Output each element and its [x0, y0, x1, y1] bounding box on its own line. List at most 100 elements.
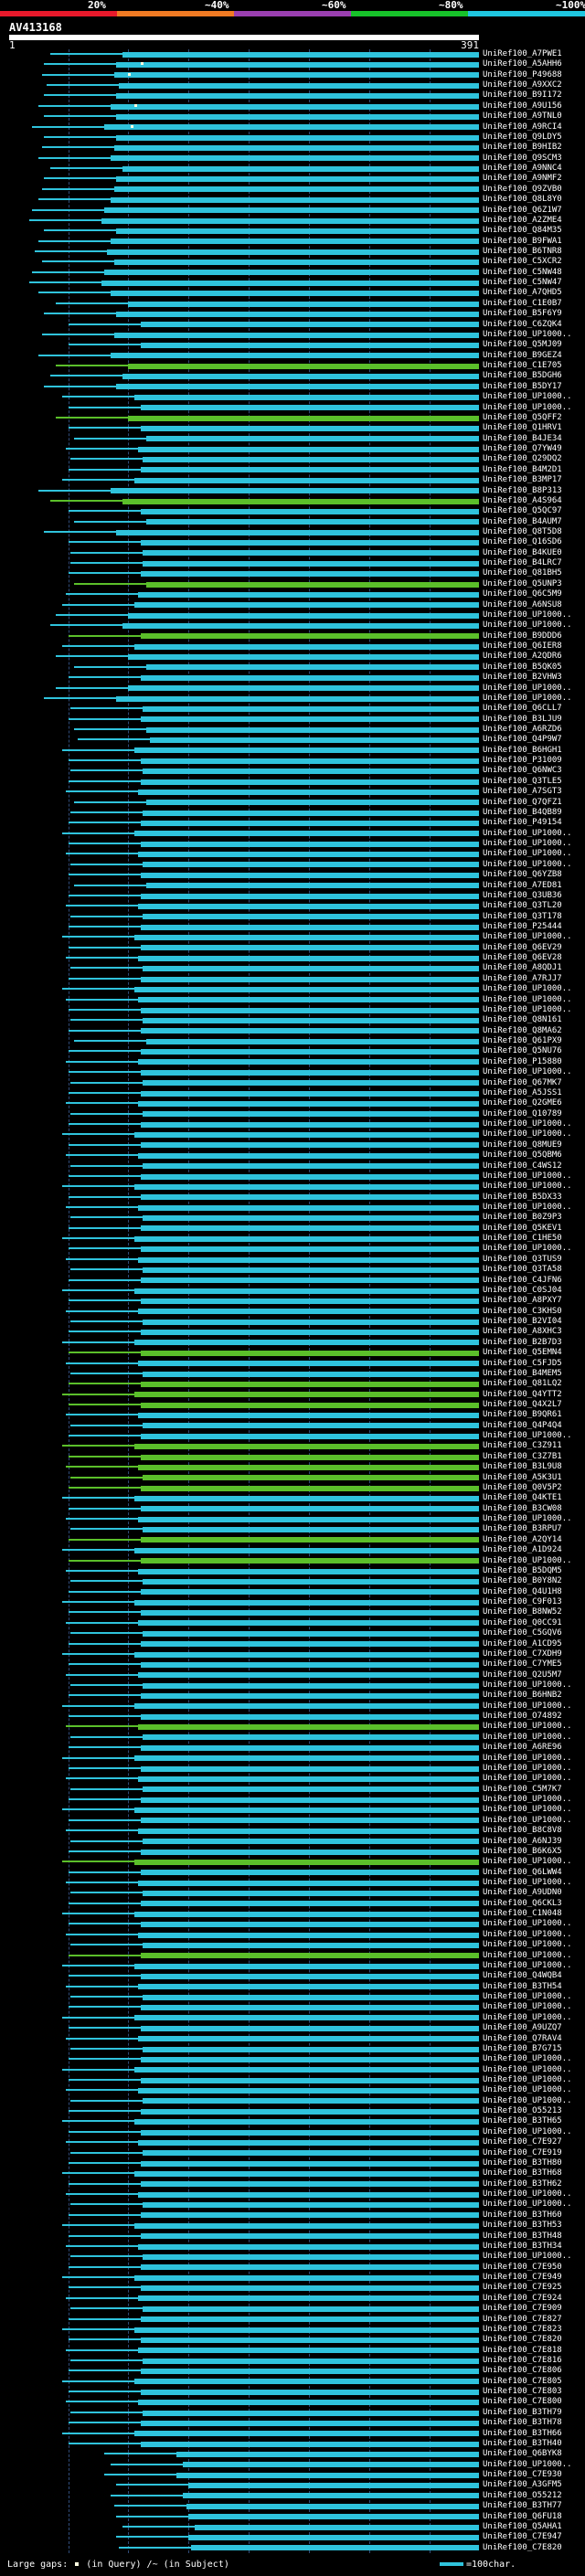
hit-row[interactable]: UniRef100_Q5QFF2	[0, 413, 585, 423]
hit-row[interactable]: UniRef100_B2VI04	[0, 1317, 585, 1327]
hit-label[interactable]: UniRef100_Q3TA58	[483, 1265, 562, 1275]
hit-label[interactable]: UniRef100_UP1000..	[483, 1763, 572, 1773]
hit-alignment-bar[interactable]	[140, 571, 479, 578]
hit-label[interactable]: UniRef100_P49154	[483, 818, 562, 828]
hit-label[interactable]: UniRef100_A9UDN0	[483, 1888, 562, 1898]
hit-row[interactable]: UniRef100_UP1000..	[0, 1722, 585, 1732]
hit-row[interactable]: UniRef100_UP1000..	[0, 684, 585, 694]
hit-label[interactable]: UniRef100_B2B7D3	[483, 1337, 562, 1347]
hit-row[interactable]: UniRef100_C7XDH9	[0, 1649, 585, 1659]
hit-row[interactable]: UniRef100_Q2GME6	[0, 1098, 585, 1108]
hit-label[interactable]: UniRef100_Q3UB36	[483, 890, 562, 900]
hit-label[interactable]: UniRef100_A5AHH6	[483, 59, 562, 69]
hit-row[interactable]: UniRef100_A6NJ39	[0, 1837, 585, 1847]
hit-alignment-bar[interactable]	[140, 2025, 479, 2031]
hit-row[interactable]: UniRef100_C3Z911	[0, 1441, 585, 1451]
hit-row[interactable]: UniRef100_Q6EV28	[0, 953, 585, 963]
hit-row[interactable]: UniRef100_B3TH78	[0, 2418, 585, 2428]
hit-label[interactable]: UniRef100_B2VHW3	[483, 673, 562, 683]
hit-label[interactable]: UniRef100_Q3T178	[483, 911, 562, 921]
hit-alignment-bar[interactable]	[143, 550, 479, 557]
hit-row[interactable]: UniRef100_A3GFM5	[0, 2480, 585, 2490]
hit-alignment-bar[interactable]	[140, 1121, 479, 1128]
hit-alignment-bar[interactable]	[140, 1558, 479, 1564]
hit-alignment-bar[interactable]	[134, 2379, 479, 2385]
hit-row[interactable]: UniRef100_UP1000..	[0, 1992, 585, 2002]
hit-label[interactable]: UniRef100_Q6NWC3	[483, 766, 562, 776]
hit-row[interactable]: UniRef100_B4KUE0	[0, 548, 585, 558]
hit-row[interactable]: UniRef100_Q81LQ2	[0, 1379, 585, 1389]
hit-row[interactable]: UniRef100_Q6C5M9	[0, 589, 585, 599]
hit-label[interactable]: UniRef100_Q6FU18	[483, 2511, 562, 2521]
hit-alignment-bar[interactable]	[128, 654, 479, 661]
hit-alignment-bar[interactable]	[140, 2005, 479, 2011]
hit-label[interactable]: UniRef100_B9DDD6	[483, 631, 562, 641]
hit-label[interactable]: UniRef100_B3TH78	[483, 2418, 562, 2428]
hit-label[interactable]: UniRef100_Q5MJ09	[483, 340, 562, 350]
hit-alignment-bar[interactable]	[104, 270, 479, 276]
hit-row[interactable]: UniRef100_Q4U1H8	[0, 1587, 585, 1597]
hit-alignment-bar[interactable]	[143, 1682, 479, 1689]
hit-label[interactable]: UniRef100_C7YME5	[483, 1659, 562, 1670]
hit-alignment-bar[interactable]	[143, 1475, 479, 1481]
hit-label[interactable]: UniRef100_B9FWA1	[483, 236, 562, 246]
hit-alignment-bar[interactable]	[140, 2441, 479, 2447]
hit-label[interactable]: UniRef100_A9UZQ7	[483, 2023, 562, 2033]
hit-alignment-bar[interactable]	[140, 872, 479, 878]
hit-label[interactable]: UniRef100_Q4YTT2	[483, 1389, 562, 1399]
hit-alignment-bar[interactable]	[134, 1651, 479, 1658]
hit-label[interactable]: UniRef100_C7E820	[483, 2542, 562, 2552]
hit-label[interactable]: UniRef100_Q1HRV1	[483, 423, 562, 433]
hit-row[interactable]: UniRef100_UP1000..	[0, 2460, 585, 2470]
hit-label[interactable]: UniRef100_C7E927	[483, 2137, 562, 2147]
hit-label[interactable]: UniRef100_A2QDR6	[483, 652, 562, 662]
hit-label[interactable]: UniRef100_A6NSU8	[483, 599, 562, 610]
hit-row[interactable]: UniRef100_C7E818	[0, 2346, 585, 2356]
hit-alignment-bar[interactable]	[143, 1111, 479, 1118]
hit-row[interactable]: UniRef100_B4LRC7	[0, 558, 585, 568]
hit-label[interactable]: UniRef100_Q4WQB4	[483, 1971, 562, 1981]
hit-row[interactable]: UniRef100_Q10789	[0, 1109, 585, 1119]
hit-label[interactable]: UniRef100_C7E925	[483, 2283, 562, 2293]
hit-label[interactable]: UniRef100_C7E805	[483, 2376, 562, 2386]
hit-alignment-bar[interactable]	[143, 1267, 479, 1273]
hit-alignment-bar[interactable]	[122, 165, 479, 172]
hit-alignment-bar[interactable]	[138, 1361, 479, 1367]
hit-alignment-bar[interactable]	[143, 1080, 479, 1087]
hit-row[interactable]: UniRef100_B3TH77	[0, 2501, 585, 2511]
hit-alignment-bar[interactable]	[138, 446, 479, 452]
hit-row[interactable]: UniRef100_Q8MUE9	[0, 1140, 585, 1150]
hit-row[interactable]: UniRef100_Q61PX9	[0, 1036, 585, 1046]
hit-label[interactable]: UniRef100_UP1000..	[483, 1805, 572, 1815]
hit-label[interactable]: UniRef100_Q6IER8	[483, 641, 562, 652]
hit-label[interactable]: UniRef100_Q8L8Y0	[483, 195, 562, 205]
hit-alignment-bar[interactable]	[113, 332, 479, 338]
hit-row[interactable]: UniRef100_Q8N161	[0, 1015, 585, 1025]
hit-row[interactable]: UniRef100_Q3TA58	[0, 1265, 585, 1275]
hit-alignment-bar[interactable]	[140, 1953, 479, 1959]
hit-row[interactable]: UniRef100_Q6NWC3	[0, 766, 585, 776]
hit-label[interactable]: UniRef100_UP1000..	[483, 828, 572, 838]
hit-label[interactable]: UniRef100_UP1000..	[483, 329, 572, 339]
hit-row[interactable]: UniRef100_Q6FU18	[0, 2512, 585, 2522]
hit-label[interactable]: UniRef100_C7E947	[483, 2532, 562, 2542]
hit-alignment-bar[interactable]	[138, 955, 479, 961]
hit-alignment-bar[interactable]	[134, 477, 479, 483]
hit-label[interactable]: UniRef100_Q5QFF2	[483, 412, 562, 422]
hit-label[interactable]: UniRef100_B4KUE0	[483, 547, 562, 557]
hit-alignment-bar[interactable]	[134, 935, 479, 941]
hit-alignment-bar[interactable]	[140, 945, 479, 951]
hit-alignment-bar[interactable]	[134, 1392, 479, 1398]
hit-alignment-bar[interactable]	[140, 716, 479, 723]
hit-alignment-bar[interactable]	[140, 976, 479, 982]
hit-alignment-bar[interactable]	[138, 2348, 479, 2354]
hit-label[interactable]: UniRef100_B3TH65	[483, 2116, 562, 2126]
hit-row[interactable]: UniRef100_B3TH48	[0, 2231, 585, 2242]
hit-label[interactable]: UniRef100_Q9SCM3	[483, 153, 562, 163]
hit-alignment-bar[interactable]	[146, 1038, 479, 1044]
hit-row[interactable]: UniRef100_UP1000..	[0, 1514, 585, 1524]
hit-row[interactable]: UniRef100_Q16SD6	[0, 537, 585, 547]
hit-row[interactable]: UniRef100_UP1000..	[0, 995, 585, 1005]
hit-label[interactable]: UniRef100_Q6CLL7	[483, 704, 562, 714]
hit-row[interactable]: UniRef100_C7E909	[0, 2304, 585, 2314]
